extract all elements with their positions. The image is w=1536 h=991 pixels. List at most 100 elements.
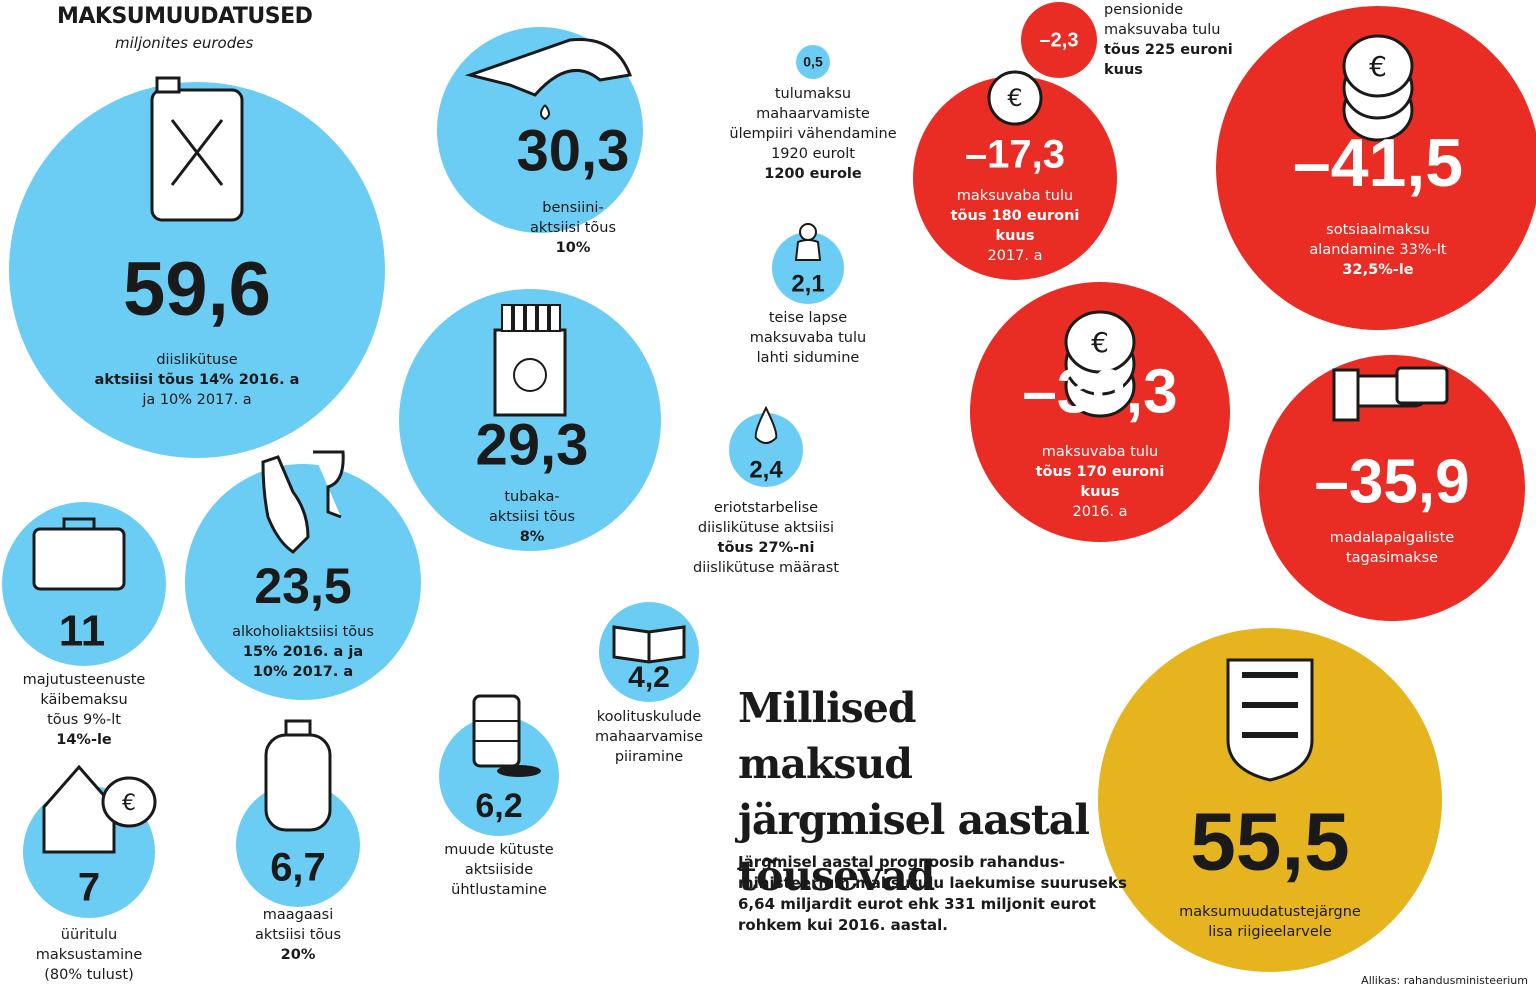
caption-line: maksuvaba tulu	[1041, 444, 1159, 460]
bubble-value: –2,3	[1040, 29, 1079, 51]
intro-text: Järgmisel aastal prognoosib rahandus-min…	[738, 853, 1127, 934]
caption-line: maksustamine	[35, 947, 143, 963]
bubble-circle	[439, 716, 559, 836]
caption-line: kuus	[1080, 484, 1120, 500]
bubble-caption: diislikütuse aktsiisi tõus 14% 2016. a ja …	[67, 350, 327, 410]
bubble-caption: maagaasi aktsiisi tõus 20%	[218, 905, 378, 965]
bubble-value: 29,3	[476, 412, 589, 477]
caption-line: tõus 9%-lt	[47, 712, 121, 728]
caption-line: kuus	[995, 228, 1035, 244]
svg-text:€: €	[122, 791, 136, 816]
bubble-caption: alkoholiaktsiisi tõus 15% 2016. a ja 10% 2…	[193, 622, 413, 682]
bubble-caption: üüritulu maksustamine (80% tulust)	[4, 925, 174, 985]
bubble-caption: koolituskulude mahaarvamise piiramine	[569, 707, 729, 767]
bubble-caption: pensionide maksuvaba tulu tõus 225 euroni k…	[1104, 0, 1244, 80]
caption-line: diislikütuse	[156, 352, 238, 368]
bubble-value: 7	[78, 866, 100, 910]
bubble-caption: maksuvaba tulu tõus 170 euroni kuus 2016. a	[1000, 442, 1200, 522]
bubble-4: 11	[2, 502, 166, 666]
coin-stack-icon: €	[1064, 310, 1136, 418]
bubble-circle	[772, 232, 844, 304]
bubble-value: 59,6	[123, 247, 271, 332]
bubble-caption: maksumuudatustejärgne lisa riigieelarvele	[1140, 902, 1400, 942]
bubble-value: 4,2	[628, 661, 670, 694]
bubble-caption: teise lapse maksuvaba tulu lahti sidumine	[718, 308, 898, 368]
caption-line: aktsiisi tõus	[529, 220, 617, 236]
bubble-circle	[1098, 628, 1442, 972]
bubble-value: –41,5	[1293, 125, 1463, 201]
bubble-value: –30,3	[1022, 357, 1177, 426]
jerrycan-icon	[150, 76, 244, 222]
infographic-title: MAKSUMUUDATUSED	[57, 4, 313, 29]
caption-line: tubaka-	[504, 489, 560, 505]
coin-icon: €	[987, 70, 1043, 126]
oil-barrel-icon	[472, 694, 541, 777]
bubble-value: 2,1	[791, 270, 824, 297]
caption-line: tõus 27%-ni	[717, 540, 815, 556]
bubble-0: 59,6	[9, 76, 385, 458]
caption-line: bensiini-	[542, 200, 604, 216]
svg-text:€: €	[1369, 50, 1387, 83]
bubble-caption: muude kütuste aktsiiside ühtlustamine	[419, 840, 579, 900]
caption-line: 32,5%-le	[1342, 262, 1414, 278]
caption-line: maksuvaba tulu	[1104, 22, 1221, 38]
bubble-circle	[913, 76, 1117, 280]
svg-text:€: €	[1007, 84, 1022, 112]
caption-line: mahaarvamiste	[756, 106, 870, 122]
baby-icon	[794, 223, 822, 261]
headline: Millised maksud järgmisel aastal tõuseva…	[738, 684, 1090, 900]
bubble-value: –17,3	[965, 133, 1065, 177]
suitcase-icon	[32, 517, 126, 591]
caption-line: tõus 180 euroni	[950, 208, 1080, 224]
bubble-14: € –41,5	[1216, 6, 1536, 330]
bubble-3: 23,5	[185, 450, 421, 700]
infographic-subtitle: miljonites eurodes	[115, 34, 254, 52]
source-note: Allikas: rahandusministeerium	[1361, 974, 1528, 987]
caption-line: 10%	[555, 240, 591, 256]
bubble-caption: tulumaksu mahaarvamiste ülempiiri vähendam…	[713, 84, 913, 184]
bubble-value: 30,3	[517, 118, 630, 183]
bubble-11: 0,5	[796, 45, 830, 79]
coat-of-arms-icon	[1226, 658, 1314, 782]
bubble-circle	[1259, 355, 1525, 621]
caption-line: 15% 2016. a ja	[242, 644, 364, 660]
fuel-nozzle-icon	[464, 37, 633, 121]
caption-line: üüritulu	[60, 927, 118, 943]
caption-line: 2017. a	[987, 248, 1043, 264]
bubble-value: 11	[59, 607, 106, 656]
caption-line: diislikütuse määrast	[693, 560, 839, 576]
bubble-16: –35,9	[1259, 355, 1525, 621]
caption-line: madalapalgaliste	[1329, 530, 1455, 546]
hand-wallet-icon	[1332, 366, 1449, 422]
caption-line: tõus 170 euroni	[1035, 464, 1165, 480]
bubble-9: 2,4	[729, 405, 803, 487]
bubble-6: 6,7	[236, 719, 360, 907]
bubble-value: 55,5	[1190, 797, 1350, 888]
bubble-circle	[185, 464, 421, 700]
caption-line: piiramine	[614, 749, 684, 765]
gas-cylinder-icon	[264, 719, 332, 832]
caption-line: aktsiiside	[464, 862, 534, 878]
caption-line: mahaarvamise	[594, 729, 704, 745]
house-coins-icon: €	[42, 764, 157, 854]
bubble-1: 30,3	[437, 27, 643, 233]
bubble-value: 6,7	[270, 846, 326, 890]
caption-line: maksumuudatustejärgne	[1179, 904, 1361, 920]
bubble-12: –2,3	[1021, 2, 1097, 78]
bubble-caption: eriotstarbelise diislikütuse aktsiisi tõus…	[666, 498, 866, 578]
caption-line: diislikütuse aktsiisi	[697, 520, 835, 536]
bubble-value: 2,4	[749, 456, 783, 483]
caption-line: sotsiaalmaksu	[1326, 222, 1430, 238]
bubble-caption: bensiini-aktsiisi tõus 10%	[483, 198, 663, 258]
bubble-caption: madalapalgaliste tagasimakse	[1282, 528, 1502, 568]
bubble-8: 4,2	[599, 602, 699, 702]
bubble-caption: maksuvaba tulu tõus 180 euroni kuus 2017. a	[920, 186, 1110, 266]
bubble-10: 2,1	[772, 223, 844, 304]
svg-text:€: €	[1091, 326, 1109, 359]
bubble-value: 6,2	[475, 787, 522, 825]
caption-line: koolituskulude	[596, 709, 702, 725]
caption-line: 14%-le	[56, 732, 112, 748]
bubble-17: 55,5	[1098, 628, 1442, 972]
caption-line: muude kütuste	[444, 842, 554, 858]
caption-line: maksuvaba tulu	[956, 188, 1074, 204]
